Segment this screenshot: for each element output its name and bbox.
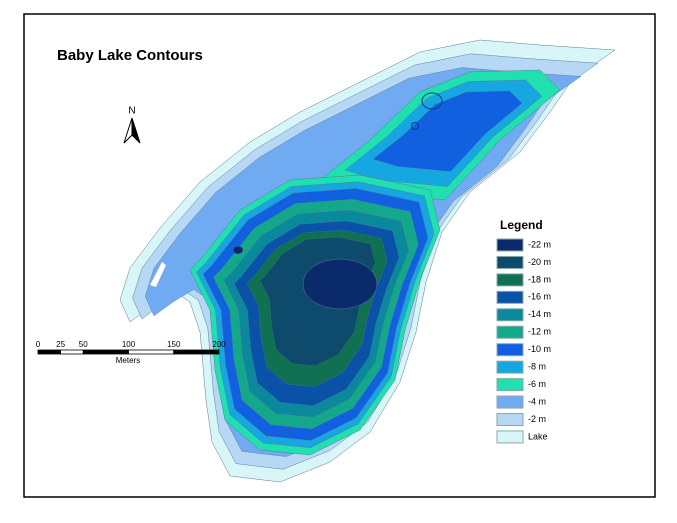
north-arrow <box>131 117 141 144</box>
scale-tick-label: 25 <box>56 340 65 349</box>
legend-swatch <box>496 343 524 357</box>
legend-label: -18 m <box>528 274 551 284</box>
north-label: N <box>128 106 135 117</box>
legend-swatch <box>496 238 524 252</box>
legend-swatch <box>496 290 524 304</box>
legend-swatch <box>496 413 524 426</box>
legend-swatch <box>496 255 524 269</box>
legend: -22 m -20 m -18 m -16 m -14 m -12 m -10 m -8 m -… <box>496 238 551 444</box>
legend-label: -10 m <box>528 344 551 354</box>
scale-tick-label: 100 <box>122 340 136 349</box>
lake-contours <box>119 39 616 483</box>
scale-segment <box>173 349 220 355</box>
depression <box>411 122 419 130</box>
island <box>150 262 166 287</box>
legend-label: -6 m <box>528 379 546 389</box>
legend-label: -22 m <box>528 239 551 249</box>
scale-tick-label: 0 <box>36 340 41 349</box>
scale-unit: Meters <box>116 356 140 365</box>
scale-segment <box>37 349 62 355</box>
scale-tick-label: 200 <box>212 340 226 349</box>
legend-label: -16 m <box>528 292 551 302</box>
contour <box>302 258 378 310</box>
legend-swatch <box>496 378 524 392</box>
legend-label: -8 m <box>528 362 546 372</box>
scale-tick-label: 50 <box>79 340 88 349</box>
legend-swatch <box>496 360 524 374</box>
legend-swatch <box>496 430 524 444</box>
scale-segment <box>60 349 84 355</box>
legend-label: -4 m <box>528 396 546 406</box>
scale-bar: 0 25 50 100 150 200 <box>36 340 226 355</box>
legend-swatch <box>496 308 524 322</box>
contour <box>232 245 244 255</box>
scale-tick-label: 150 <box>167 340 181 349</box>
depression <box>421 92 443 110</box>
legend-label: -14 m <box>528 309 551 319</box>
legend-label: Lake <box>528 431 548 441</box>
legend-swatch <box>496 273 524 287</box>
legend-label: -12 m <box>528 327 551 337</box>
legend-label: -2 m <box>528 414 546 424</box>
legend-label: -20 m <box>528 257 551 267</box>
legend-swatch <box>496 325 524 339</box>
legend-title: Legend <box>500 218 543 232</box>
scale-segment <box>82 349 129 355</box>
scale-segment <box>128 349 175 355</box>
title: Baby Lake Contours <box>57 47 203 64</box>
legend-swatch <box>496 395 524 409</box>
